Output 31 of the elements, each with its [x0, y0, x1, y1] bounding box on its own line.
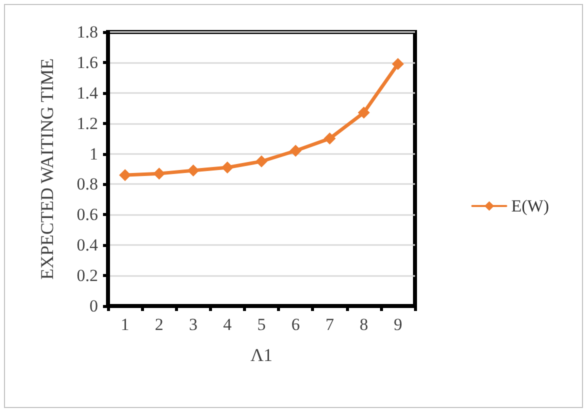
x-tick-label: 4 [223, 315, 232, 334]
legend-label: E(W) [511, 196, 550, 216]
point [290, 144, 302, 157]
y-tick-label: 0.6 [76, 205, 98, 224]
x-tick-label: 6 [291, 315, 300, 334]
point [187, 164, 200, 177]
point [358, 106, 370, 119]
y-axis-title: EXPECTED WAITING TIME [37, 58, 57, 280]
point [392, 58, 404, 70]
y-tick-label: 0.2 [76, 266, 98, 286]
x-tick-label: 7 [325, 315, 334, 334]
x-tick-label: 3 [189, 315, 198, 334]
point [221, 161, 234, 174]
y-tick-label: 0 [90, 296, 98, 316]
y-tick-label: 1.8 [76, 22, 98, 42]
point [119, 169, 132, 182]
x-tick-label: 5 [257, 315, 266, 334]
point [256, 155, 268, 168]
y-tick-label: 1 [90, 144, 98, 164]
y-tick-label: 0.4 [76, 236, 98, 255]
y-tick-label: 1.6 [76, 52, 98, 72]
x-tick-label: 8 [360, 315, 368, 334]
x-tick-label: 2 [154, 315, 164, 334]
x-tick-label: 1 [120, 315, 130, 334]
x-axis-title: Λ1 [250, 345, 273, 365]
y-tick-label: 1.4 [76, 83, 98, 102]
y-tick-label: 0.8 [76, 174, 98, 194]
point [324, 132, 336, 145]
point [153, 168, 166, 180]
y-tick-label: 1.2 [76, 114, 98, 133]
x-tick-label: 9 [394, 315, 402, 334]
